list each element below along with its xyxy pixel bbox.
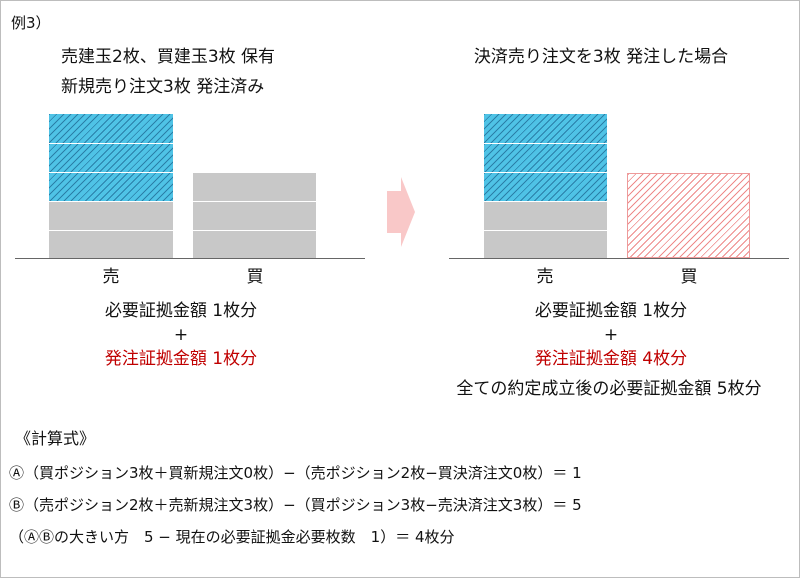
right-arrow-icon <box>387 177 415 247</box>
right-total-note: 全ての約定成立後の必要証拠金額 5枚分 <box>456 379 762 399</box>
left-plus: + <box>173 325 189 345</box>
right-sell-new-order-block <box>484 114 607 144</box>
right-buy-settlement-block <box>627 173 750 258</box>
right-sell-new-order-block <box>484 173 607 202</box>
right-title: 決済売り注文を3枚 発注した場合 <box>473 47 729 67</box>
right-buy-label: 買 <box>680 267 698 287</box>
formula-line-b: Ⓑ（売ポジション2枚＋売新規注文3枚）−（買ポジション3枚−売決済注文3枚）＝ … <box>9 496 582 514</box>
left-buy-position-block <box>193 202 316 231</box>
left-buy-position-block <box>193 173 316 202</box>
right-sell-new-order-block <box>484 144 607 173</box>
formula-line-c: （ⒶⒷの大きい方 5 − 現在の必要証拠金必要枚数 1）＝ 4枚分 <box>9 528 455 546</box>
left-buy-label: 買 <box>246 267 264 287</box>
left-margin-required: 必要証拠金額 1枚分 <box>104 301 258 321</box>
left-sell-position-block <box>49 202 173 231</box>
left-sell-new-order-block <box>49 144 173 173</box>
left-baseline <box>15 258 365 259</box>
left-buy-position-block <box>193 231 316 258</box>
right-sell-position-block <box>484 231 607 258</box>
right-sell-position-block <box>484 202 607 231</box>
right-sell-label: 売 <box>536 267 554 287</box>
example-label: 例3） <box>11 14 51 32</box>
left-title-line1: 売建玉2枚、買建玉3枚 保有 <box>61 47 276 67</box>
left-order-margin: 発注証拠金額 1枚分 <box>104 349 258 369</box>
left-title-line2: 新規売り注文3枚 発注済み <box>61 77 265 97</box>
right-plus: + <box>603 325 619 345</box>
formula-heading: 《計算式》 <box>15 429 96 448</box>
right-order-margin: 発注証拠金額 4枚分 <box>534 349 688 369</box>
left-sell-new-order-block <box>49 114 173 144</box>
formula-line-a: Ⓐ（買ポジション3枚＋買新規注文0枚）−（売ポジション2枚−買決済注文0枚）＝ … <box>9 464 582 482</box>
left-sell-position-block <box>49 231 173 258</box>
right-baseline <box>449 258 789 259</box>
right-margin-required: 必要証拠金額 1枚分 <box>534 301 688 321</box>
left-sell-label: 売 <box>102 267 120 287</box>
left-sell-new-order-block <box>49 173 173 202</box>
